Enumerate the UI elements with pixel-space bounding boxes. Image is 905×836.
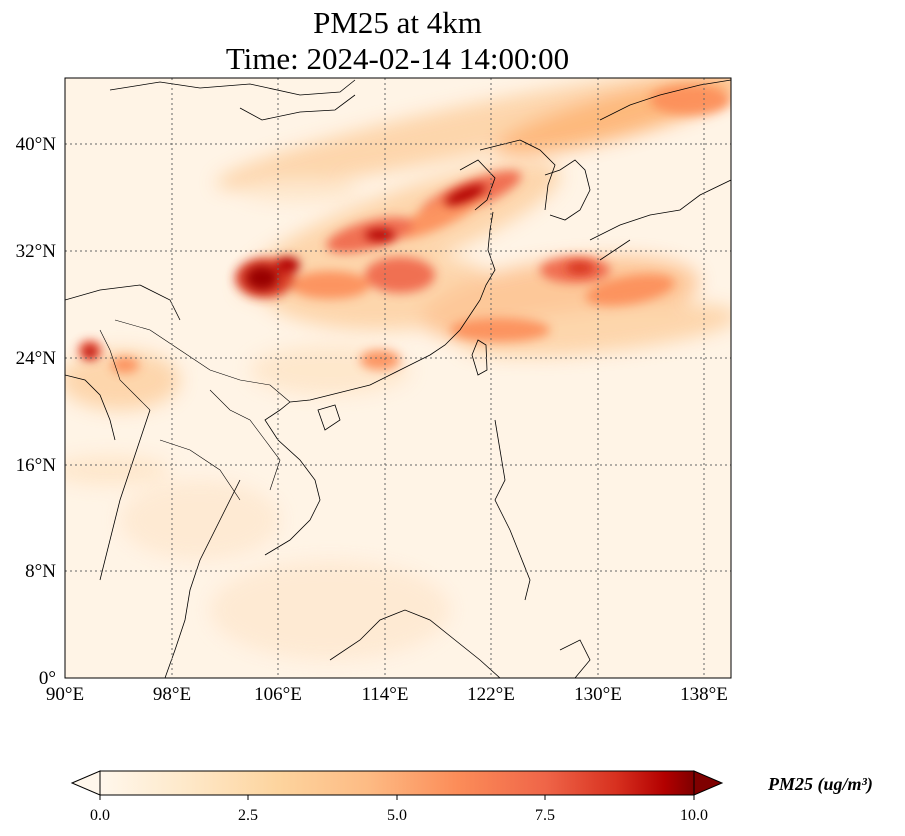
x-tick-label: 106°E bbox=[254, 684, 302, 705]
gridlines bbox=[65, 78, 731, 678]
coastlines bbox=[65, 79, 731, 678]
y-tick-label: 8°N bbox=[25, 561, 56, 582]
colorbar-label: PM25 (ug/m³) bbox=[768, 774, 873, 794]
x-tick-label: 90°E bbox=[46, 684, 84, 705]
y-tick-label: 16°N bbox=[16, 455, 57, 476]
colorbar-extend-max bbox=[693, 770, 724, 796]
map-panel bbox=[65, 78, 731, 678]
colorbar-tick-label: 0.0 bbox=[90, 807, 110, 824]
x-tick-label: 122°E bbox=[467, 684, 515, 705]
map-title: PM25 at 4km bbox=[313, 5, 482, 40]
colorbar-extend-min bbox=[70, 770, 101, 796]
colorbar-tick-label: 10.0 bbox=[680, 807, 708, 824]
y-tick-label: 32°N bbox=[16, 241, 57, 262]
map-time: Time: 2024-02-14 14:00:00 bbox=[225, 41, 570, 76]
x-tick-label: 114°E bbox=[362, 684, 409, 705]
colorbar: 0.0 2.5 5.0 7.5 10.0 bbox=[70, 770, 724, 824]
x-tick-label: 98°E bbox=[153, 684, 191, 705]
colorbar-gradient bbox=[100, 771, 694, 795]
borders bbox=[99, 319, 291, 501]
x-tick-label: 130°E bbox=[574, 684, 622, 705]
y-tick-label: 24°N bbox=[16, 348, 57, 369]
y-tick-label: 40°N bbox=[16, 134, 57, 155]
y-tick-label: 0° bbox=[39, 668, 56, 689]
colorbar-tick-label: 5.0 bbox=[387, 807, 407, 824]
map-frame bbox=[64, 77, 732, 679]
colorbar-tick-label: 2.5 bbox=[238, 807, 258, 824]
colorbar-tick-label: 7.5 bbox=[535, 807, 555, 824]
pm25-field bbox=[65, 78, 731, 660]
x-tick-label: 138°E bbox=[680, 684, 728, 705]
